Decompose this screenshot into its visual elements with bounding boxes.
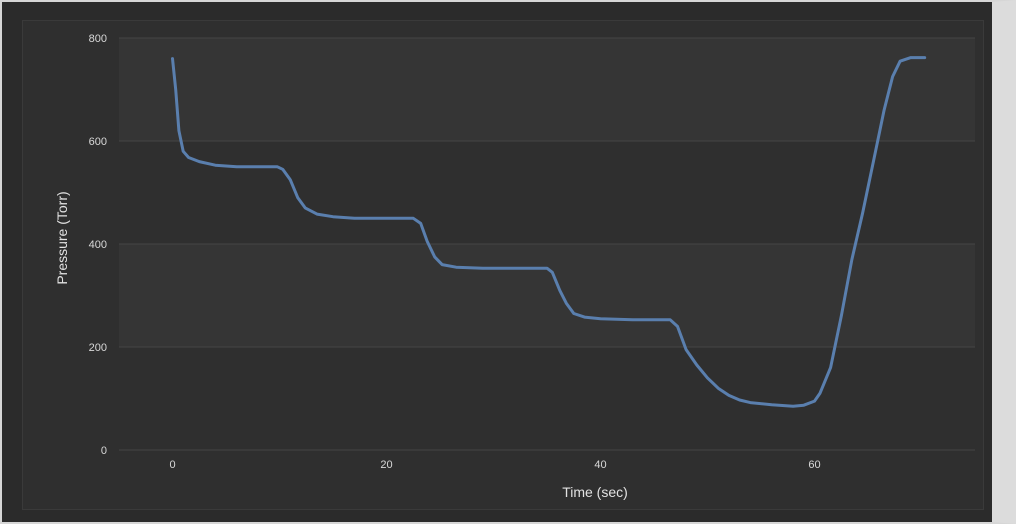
x-axis-title: Time (sec) xyxy=(562,484,628,500)
line-chart: 0 200 400 600 800 0 20 40 60 Time (sec) Pressure (… xyxy=(54,33,975,500)
y-axis-title: Pressure (Torr) xyxy=(54,191,70,284)
plot-band xyxy=(119,244,975,347)
y-tick-label: 800 xyxy=(89,33,107,45)
x-tick-label: 40 xyxy=(594,459,606,471)
y-tick-label: 400 xyxy=(89,239,107,251)
series-line-0 xyxy=(171,56,927,408)
x-tick-label: 60 xyxy=(808,459,820,471)
y-tick-label: 0 xyxy=(101,445,107,457)
plot-panel: 0 200 400 600 800 0 20 40 60 Time (sec) Pressure (… xyxy=(22,20,984,510)
plot-band xyxy=(119,38,975,141)
y-tick-label: 200 xyxy=(89,342,107,354)
x-tick-label: 0 xyxy=(169,459,175,471)
y-tick-label: 600 xyxy=(89,136,107,148)
x-tick-label: 20 xyxy=(380,459,392,471)
